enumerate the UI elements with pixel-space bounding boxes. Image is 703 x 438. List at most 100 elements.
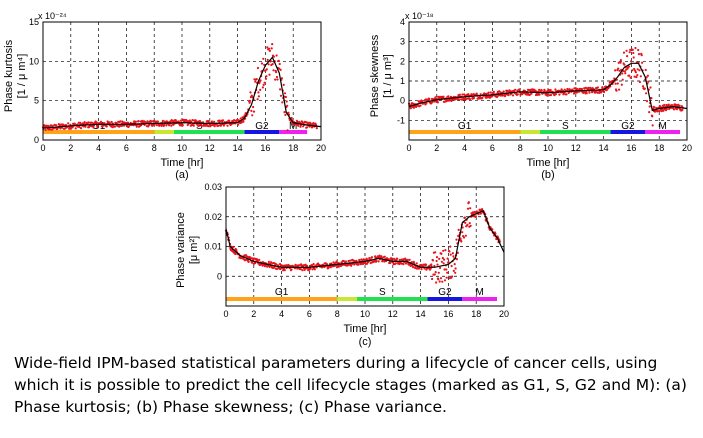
data-point — [309, 121, 312, 124]
data-point — [357, 263, 360, 266]
data-point — [170, 124, 173, 127]
panel-variance: G1 S G2 M 0 2 4 6 8 10 12 14 16 18 20 0 0.01 0.02 0.03 P… — [175, 182, 509, 348]
data-point — [425, 102, 428, 105]
y-tick-label: -1 — [397, 115, 405, 125]
data-point — [452, 255, 455, 258]
data-point — [443, 268, 446, 271]
data-point — [344, 260, 347, 263]
data-point — [279, 88, 282, 91]
data-point — [466, 223, 469, 226]
data-point — [67, 122, 70, 125]
data-point — [449, 245, 452, 248]
data-point — [174, 119, 177, 122]
data-point — [540, 89, 543, 92]
data-point — [279, 68, 282, 71]
data-scatter — [224, 201, 501, 284]
data-point — [469, 207, 472, 210]
data-point — [179, 119, 183, 122]
data-point — [370, 256, 374, 259]
data-point — [468, 98, 472, 101]
data-point — [389, 261, 392, 265]
data-point — [463, 216, 466, 219]
data-point — [455, 238, 458, 241]
data-point — [530, 92, 533, 95]
data-point — [237, 123, 240, 126]
x-tick-label: 18 — [471, 309, 481, 319]
data-point — [645, 100, 649, 103]
data-point — [275, 71, 278, 74]
exponent-label: x 10⁻¹⁸ — [405, 11, 434, 21]
data-point — [266, 58, 269, 62]
data-point — [615, 89, 618, 92]
data-point — [622, 51, 626, 54]
data-point — [108, 121, 111, 124]
data-point — [450, 264, 453, 268]
data-point — [433, 273, 436, 276]
data-point — [603, 90, 606, 94]
data-point — [434, 96, 437, 99]
data-point — [408, 258, 411, 261]
stage-label: G2 — [255, 121, 269, 132]
x-tick-label: 10 — [543, 143, 553, 153]
data-point — [554, 88, 557, 91]
data-point — [137, 120, 140, 123]
data-point — [412, 266, 415, 269]
data-point — [445, 268, 448, 271]
data-point — [242, 120, 245, 123]
data-point — [301, 269, 304, 272]
data-point — [252, 105, 255, 109]
data-point — [394, 262, 397, 265]
data-point — [424, 263, 428, 266]
data-point — [325, 263, 328, 266]
data-point — [653, 106, 656, 109]
data-point — [156, 120, 160, 123]
panel-grid — [409, 22, 687, 140]
x-tick-label: 6 — [307, 309, 312, 319]
data-point — [514, 88, 517, 91]
data-point — [658, 109, 661, 113]
data-point — [619, 59, 623, 62]
stage-segment-s — [154, 130, 245, 134]
data-point — [630, 60, 633, 63]
data-point — [631, 69, 634, 72]
data-point — [618, 88, 621, 91]
data-point — [481, 208, 484, 211]
data-point — [268, 73, 271, 76]
data-point — [437, 278, 440, 281]
stage-label: G1 — [458, 121, 472, 132]
y-tick-label: 0 — [400, 96, 405, 106]
y-tick-label: 0.01 — [204, 242, 222, 252]
data-point — [639, 75, 642, 78]
data-point — [285, 264, 288, 267]
data-point — [438, 280, 441, 283]
data-point — [181, 124, 184, 127]
data-point — [454, 271, 457, 274]
data-point — [299, 125, 302, 128]
data-point — [472, 96, 476, 100]
data-point — [628, 51, 631, 54]
x-tick-label: 12 — [205, 143, 215, 153]
data-point — [502, 90, 505, 93]
y-tick-label: 10 — [29, 56, 39, 66]
data-point — [439, 277, 443, 280]
x-tick-label: 2 — [251, 309, 256, 319]
data-point — [277, 59, 280, 63]
data-point — [297, 124, 300, 127]
data-point — [283, 111, 286, 114]
data-point — [461, 226, 464, 229]
x-tick-label: 12 — [571, 143, 581, 153]
x-tick-label: 20 — [316, 143, 326, 153]
y-unit-label: [μ m²] — [188, 236, 200, 264]
x-tick-label: 18 — [654, 143, 664, 153]
data-point — [441, 256, 444, 260]
data-point — [51, 124, 54, 128]
data-point — [479, 212, 482, 215]
data-point — [226, 124, 229, 127]
data-point — [168, 124, 171, 127]
data-point — [419, 104, 422, 107]
data-point — [150, 120, 153, 123]
fit-curve — [42, 56, 322, 129]
data-point — [185, 118, 188, 122]
y-tick-label: 1 — [400, 76, 405, 86]
